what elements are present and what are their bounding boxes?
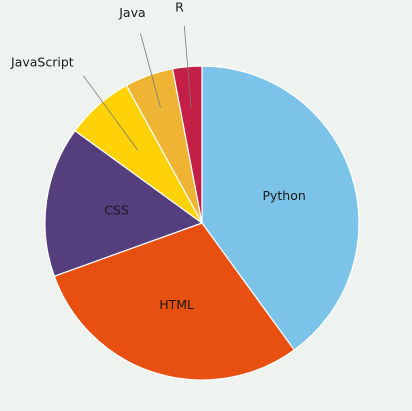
pie-slices xyxy=(45,66,359,380)
slice-label-r: R xyxy=(175,0,184,14)
slice-label-javascript: JavaScript xyxy=(10,55,74,70)
slice-label-python: Python xyxy=(262,188,305,203)
slice-label-html: HTML xyxy=(159,297,194,312)
slice-label-java: Java xyxy=(118,5,145,20)
slice-label-css: CSS xyxy=(104,202,129,217)
